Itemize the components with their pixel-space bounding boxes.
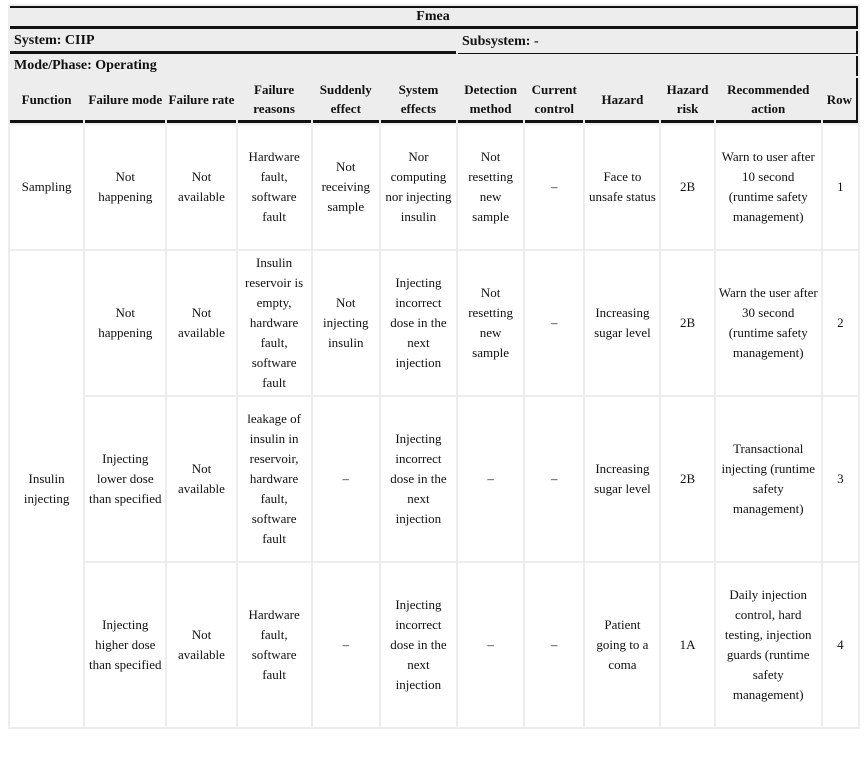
fmea-table: Fmea System: CIIP Subsystem: - Mode/Phas… bbox=[8, 4, 860, 729]
cell-hazard-risk: 1A bbox=[661, 563, 714, 727]
cell-failure-reasons: Insulin reservoir is empty, hardware fau… bbox=[237, 251, 311, 395]
cell-hazard: Increasing sugar level bbox=[585, 251, 660, 395]
col-header-function: Function bbox=[10, 78, 84, 123]
title-row: Fmea bbox=[10, 6, 858, 29]
mode-phase-row: Mode/Phase: Operating bbox=[10, 56, 858, 76]
cell-suddenly-effect: – bbox=[312, 397, 379, 561]
cell-system-effects: Nor computing nor injecting insulin bbox=[380, 125, 457, 249]
cell-hazard: Increasing sugar level bbox=[585, 397, 660, 561]
cell-hazard-risk: 2B bbox=[661, 251, 714, 395]
cell-function: Sampling bbox=[10, 125, 84, 249]
cell-failure-reasons: Hardware fault, software fault bbox=[237, 125, 311, 249]
cell-system-effects: Injecting incorrect dose in the next inj… bbox=[380, 563, 457, 727]
subsystem-label: Subsystem: - bbox=[458, 31, 858, 54]
col-header-suddenly-effect: Suddenly effect bbox=[312, 78, 379, 123]
cell-row-number: 2 bbox=[822, 251, 858, 395]
cell-current-control: – bbox=[525, 563, 584, 727]
system-label: System: CIIP bbox=[10, 31, 457, 54]
cell-failure-mode: Injecting lower dose than specified bbox=[85, 397, 166, 561]
col-header-current-control: Current control bbox=[525, 78, 584, 123]
cell-recommended-action: Warn to user after 10 second (runtime sa… bbox=[715, 125, 821, 249]
col-header-detection-method: Detection method bbox=[458, 78, 524, 123]
col-header-row: Row bbox=[822, 78, 858, 123]
col-header-failure-mode: Failure mode bbox=[85, 78, 166, 123]
cell-function: Insulin injecting bbox=[10, 251, 84, 727]
cell-suddenly-effect: Not injecting insulin bbox=[312, 251, 379, 395]
col-header-recommended-action: Recommended action bbox=[715, 78, 821, 123]
col-header-hazard: Hazard bbox=[585, 78, 660, 123]
cell-failure-mode: Not happening bbox=[85, 251, 166, 395]
table-title: Fmea bbox=[10, 6, 858, 29]
cell-hazard: Face to unsafe status bbox=[585, 125, 660, 249]
cell-hazard-risk: 2B bbox=[661, 125, 714, 249]
cell-detection-method: – bbox=[458, 397, 524, 561]
cell-failure-mode: Injecting higher dose than specified bbox=[85, 563, 166, 727]
table-row: Sampling Not happening Not available Har… bbox=[10, 125, 858, 249]
cell-current-control: – bbox=[525, 397, 584, 561]
cell-recommended-action: Transactional injecting (runtime safety … bbox=[715, 397, 821, 561]
cell-hazard-risk: 2B bbox=[661, 397, 714, 561]
cell-row-number: 1 bbox=[822, 125, 858, 249]
column-header-row: Function Failure mode Failure rate Failu… bbox=[10, 78, 858, 123]
cell-current-control: – bbox=[525, 125, 584, 249]
cell-system-effects: Injecting incorrect dose in the next inj… bbox=[380, 397, 457, 561]
cell-recommended-action: Warn the user after 30 second (runtime s… bbox=[715, 251, 821, 395]
cell-hazard: Patient going to a coma bbox=[585, 563, 660, 727]
cell-failure-reasons: leakage of insulin in reservoir, hardwar… bbox=[237, 397, 311, 561]
cell-failure-rate: Not available bbox=[167, 563, 236, 727]
cell-detection-method: Not resetting new sample bbox=[458, 125, 524, 249]
cell-system-effects: Injecting incorrect dose in the next inj… bbox=[380, 251, 457, 395]
system-row: System: CIIP Subsystem: - bbox=[10, 31, 858, 54]
cell-row-number: 4 bbox=[822, 563, 858, 727]
cell-failure-rate: Not available bbox=[167, 251, 236, 395]
cell-failure-rate: Not available bbox=[167, 125, 236, 249]
col-header-hazard-risk: Hazard risk bbox=[661, 78, 714, 123]
col-header-failure-reasons: Failure reasons bbox=[237, 78, 311, 123]
table-row: Injecting higher dose than specified Not… bbox=[10, 563, 858, 727]
col-header-failure-rate: Failure rate bbox=[167, 78, 236, 123]
cell-recommended-action: Daily injection control, hard testing, i… bbox=[715, 563, 821, 727]
table-row: Injecting lower dose than specified Not … bbox=[10, 397, 858, 561]
cell-row-number: 3 bbox=[822, 397, 858, 561]
cell-suddenly-effect: Not receiving sample bbox=[312, 125, 379, 249]
col-header-system-effects: System effects bbox=[380, 78, 457, 123]
cell-failure-rate: Not available bbox=[167, 397, 236, 561]
cell-failure-mode: Not happening bbox=[85, 125, 166, 249]
cell-detection-method: – bbox=[458, 563, 524, 727]
cell-suddenly-effect: – bbox=[312, 563, 379, 727]
mode-phase-label: Mode/Phase: Operating bbox=[10, 56, 858, 76]
cell-failure-reasons: Hardware fault, software fault bbox=[237, 563, 311, 727]
table-row: Insulin injecting Not happening Not avai… bbox=[10, 251, 858, 727]
cell-detection-method: Not resetting new sample bbox=[458, 251, 524, 395]
cell-current-control: – bbox=[525, 251, 584, 395]
